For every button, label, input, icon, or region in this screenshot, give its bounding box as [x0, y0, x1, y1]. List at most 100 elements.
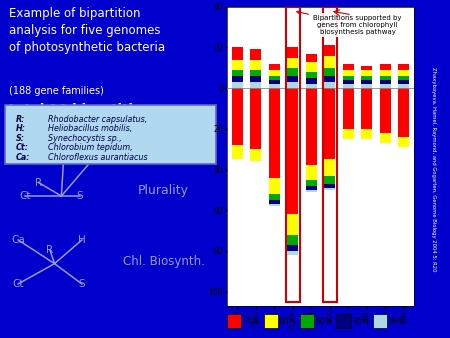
Bar	[232, 70, 243, 76]
Text: Example of bipartition
analysis for five genomes
of photosynthetic bacteria: Example of bipartition analysis for five…	[9, 7, 165, 54]
Bar	[380, 80, 391, 84]
Bar	[232, 145, 243, 160]
Bar	[398, 64, 410, 70]
Bar	[269, 76, 280, 80]
Bar	[232, 60, 243, 70]
FancyBboxPatch shape	[4, 105, 216, 164]
Bar	[361, 129, 373, 139]
Text: (188 gene families): (188 gene families)	[9, 86, 104, 96]
Bar	[398, 137, 410, 147]
Bar	[269, 200, 280, 204]
Bar	[398, 76, 410, 80]
Bar	[380, 70, 391, 76]
Bar	[324, 88, 335, 160]
Text: R: R	[46, 245, 54, 255]
Bar	[306, 166, 317, 180]
Text: H:: H:	[16, 124, 26, 134]
Text: Ct: Ct	[13, 279, 24, 289]
Bar	[380, 64, 391, 70]
Text: total 10 bipartitions: total 10 bipartitions	[9, 103, 160, 116]
Bar	[306, 62, 317, 72]
Bar	[361, 66, 373, 70]
Text: Synechocystis sp.,: Synechocystis sp.,	[48, 134, 122, 143]
Bar	[324, 188, 335, 190]
Bar	[306, 72, 317, 78]
Bar	[269, 194, 280, 200]
Text: 70%: 70%	[243, 317, 260, 326]
Bar	[361, 84, 373, 88]
Bar	[269, 204, 280, 206]
Bar	[264, 314, 278, 328]
Bar	[398, 70, 410, 76]
Bar	[306, 84, 317, 88]
Bar	[306, 88, 317, 166]
Bar	[288, 214, 298, 235]
Bar	[269, 70, 280, 76]
Text: Plurality: Plurality	[138, 185, 189, 197]
Text: Chlorobium tepidum,: Chlorobium tepidum,	[48, 144, 132, 152]
Bar	[250, 49, 261, 60]
Bar	[288, 58, 298, 68]
Bar	[286, 7, 300, 302]
Text: 99%: 99%	[389, 317, 405, 326]
Bar	[373, 314, 387, 328]
Bar	[337, 314, 351, 328]
Bar	[288, 88, 298, 214]
Bar	[324, 76, 335, 82]
Text: 80%: 80%	[279, 317, 296, 326]
Text: 95%: 95%	[352, 317, 369, 326]
Text: Rhodobacter capsulatus,: Rhodobacter capsulatus,	[48, 115, 147, 124]
Bar	[324, 45, 335, 55]
Bar	[398, 84, 410, 88]
Text: 90%: 90%	[316, 317, 333, 326]
Text: Chloroflexus aurantiacus: Chloroflexus aurantiacus	[48, 153, 147, 162]
Bar	[232, 82, 243, 88]
Bar	[250, 82, 261, 88]
Bar	[288, 76, 298, 82]
Bar	[269, 178, 280, 194]
Bar	[398, 88, 410, 137]
Bar	[250, 76, 261, 82]
Text: S: S	[78, 279, 85, 289]
Text: Zhaxybayeva, Hamel, Raymond, and Gogarten, Genome Biology 2004 5: R20: Zhaxybayeva, Hamel, Raymond, and Gogarte…	[432, 67, 436, 271]
Bar	[288, 68, 298, 76]
Text: Ca:: Ca:	[16, 153, 31, 162]
Bar	[324, 176, 335, 184]
Bar	[288, 82, 298, 88]
Bar	[380, 84, 391, 88]
Text: R:: R:	[16, 115, 25, 124]
Bar	[324, 160, 335, 176]
Bar	[288, 47, 298, 58]
Bar	[232, 88, 243, 145]
Text: Ca: Ca	[11, 235, 25, 245]
Bar	[343, 129, 354, 139]
Bar	[269, 84, 280, 88]
Text: H: H	[60, 154, 68, 164]
Bar	[232, 76, 243, 82]
Text: Chl. Biosynth.: Chl. Biosynth.	[123, 256, 205, 268]
Bar	[306, 190, 317, 192]
Text: H: H	[78, 235, 86, 245]
Bar	[361, 80, 373, 84]
Text: R: R	[35, 177, 42, 188]
Text: Ct: Ct	[19, 191, 31, 201]
Bar	[227, 314, 241, 328]
Text: Ct:: Ct:	[16, 144, 29, 152]
Bar	[324, 55, 335, 68]
Bar	[250, 60, 261, 70]
Bar	[250, 149, 261, 162]
Bar	[269, 80, 280, 84]
Bar	[288, 235, 298, 245]
Bar	[343, 84, 354, 88]
Bar	[343, 64, 354, 70]
Bar	[343, 70, 354, 76]
Bar	[343, 80, 354, 84]
Bar	[361, 76, 373, 80]
Bar	[380, 76, 391, 80]
Bar	[324, 184, 335, 188]
Bar	[288, 245, 298, 251]
Bar	[269, 88, 280, 178]
Bar	[398, 80, 410, 84]
Bar	[343, 76, 354, 80]
Bar	[306, 78, 317, 84]
